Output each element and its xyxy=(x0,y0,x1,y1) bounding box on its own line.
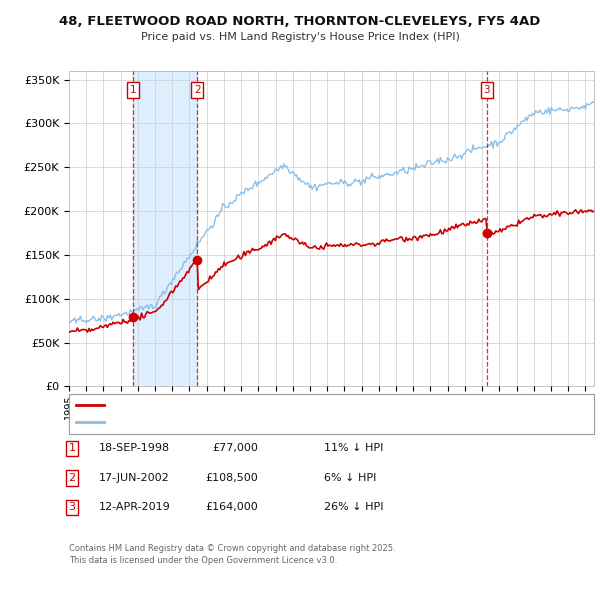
Text: 1: 1 xyxy=(68,444,76,453)
Text: 6% ↓ HPI: 6% ↓ HPI xyxy=(324,473,376,483)
Text: 17-JUN-2002: 17-JUN-2002 xyxy=(99,473,170,483)
Text: £164,000: £164,000 xyxy=(205,503,258,512)
Text: 2: 2 xyxy=(194,85,201,95)
Text: HPI: Average price, detached house, Wyre: HPI: Average price, detached house, Wyre xyxy=(106,417,312,427)
Text: 12-APR-2019: 12-APR-2019 xyxy=(99,503,171,512)
Text: 11% ↓ HPI: 11% ↓ HPI xyxy=(324,444,383,453)
Text: 3: 3 xyxy=(68,503,76,512)
Text: 2: 2 xyxy=(68,473,76,483)
Text: Contains HM Land Registry data © Crown copyright and database right 2025.
This d: Contains HM Land Registry data © Crown c… xyxy=(69,544,395,565)
Text: 3: 3 xyxy=(484,85,490,95)
Text: 48, FLEETWOOD ROAD NORTH, THORNTON-CLEVELEYS, FY5 4AD (detached house): 48, FLEETWOOD ROAD NORTH, THORNTON-CLEVE… xyxy=(106,400,513,410)
Text: 1: 1 xyxy=(130,85,136,95)
Text: £108,500: £108,500 xyxy=(205,473,258,483)
Bar xyxy=(133,71,197,386)
Text: 26% ↓ HPI: 26% ↓ HPI xyxy=(324,503,383,512)
Text: 48, FLEETWOOD ROAD NORTH, THORNTON-CLEVELEYS, FY5 4AD: 48, FLEETWOOD ROAD NORTH, THORNTON-CLEVE… xyxy=(59,15,541,28)
Text: 18-SEP-1998: 18-SEP-1998 xyxy=(99,444,170,453)
Text: £77,000: £77,000 xyxy=(212,444,258,453)
Text: Price paid vs. HM Land Registry's House Price Index (HPI): Price paid vs. HM Land Registry's House … xyxy=(140,32,460,42)
